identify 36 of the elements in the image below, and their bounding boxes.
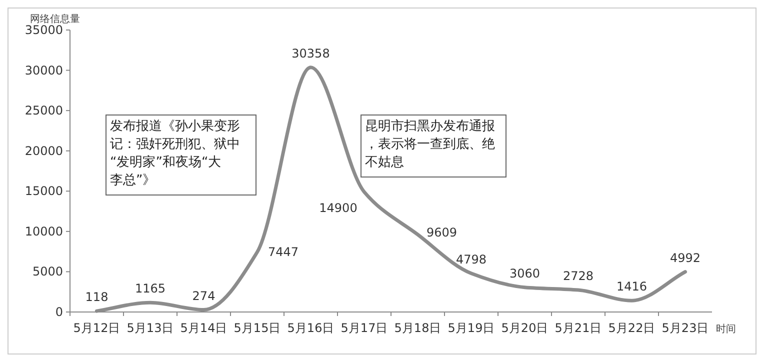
data-label: 9609 xyxy=(426,226,458,240)
y-tick-label: 5000 xyxy=(32,264,63,279)
data-label: 4992 xyxy=(670,250,701,265)
x-tick-label: 5月23日 xyxy=(662,321,709,335)
x-tick-label: 5月14日 xyxy=(180,321,228,335)
data-label: 274 xyxy=(192,288,216,303)
x-tick-label: 5月12日 xyxy=(73,321,120,335)
x-tick-label: 5月17日 xyxy=(340,321,388,335)
x-tick-label: 5月13日 xyxy=(126,321,174,335)
y-tick-label: 10000 xyxy=(24,224,63,238)
data-label: 118 xyxy=(85,290,108,304)
x-tick-label: 5月22日 xyxy=(608,321,656,335)
annotation: 昆明市扫黑办发布通报，表示将一查到底、绝不姑息 xyxy=(365,119,495,170)
x-tick-label: 5月15日 xyxy=(234,321,281,335)
x-axis-title: 时间 xyxy=(716,323,736,335)
x-tick-label: 5月21日 xyxy=(554,321,602,335)
data-label: 1165 xyxy=(134,282,166,296)
data-label: 7447 xyxy=(268,245,299,259)
data-label: 1416 xyxy=(616,280,648,294)
data-label: 3060 xyxy=(509,266,540,280)
data-label: 30358 xyxy=(292,46,330,60)
y-tick-label: 0 xyxy=(55,305,63,319)
y-tick-label: 15000 xyxy=(24,184,63,198)
data-label: 4798 xyxy=(456,252,487,266)
x-tick-label: 5月20日 xyxy=(501,321,548,335)
data-label: 2728 xyxy=(562,269,594,284)
y-tick-label: 25000 xyxy=(24,104,63,118)
y-tick-label: 20000 xyxy=(24,144,63,158)
data-label: 14900 xyxy=(319,200,358,215)
y-tick-label: 30000 xyxy=(24,63,63,78)
y-tick-label: 35000 xyxy=(24,23,63,37)
annotation: 发布报道《孙小果变形记：强奸死刑犯、狱中“发明家”和夜场“大李总”》 xyxy=(110,119,240,188)
x-tick-label: 5月19日 xyxy=(448,321,495,335)
y-axis-title: 网络信息量 xyxy=(30,13,80,25)
x-tick-label: 5月16日 xyxy=(287,321,334,335)
x-tick-label: 5月18日 xyxy=(394,321,442,335)
